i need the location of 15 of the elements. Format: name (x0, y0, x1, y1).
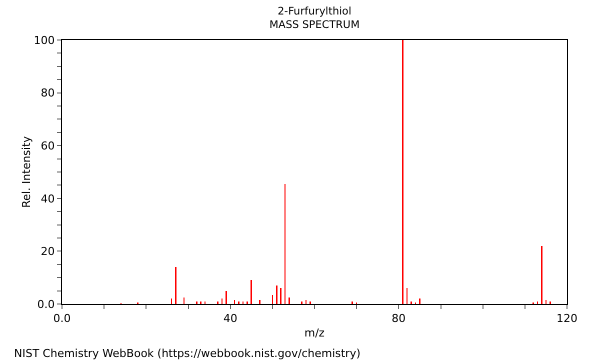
x-axis-title: m/z (304, 326, 325, 340)
y-tick-label: 40 (40, 192, 55, 206)
chart-title: 2-Furfurylthiol (278, 5, 352, 18)
y-tick-label: 20 (40, 245, 55, 258)
x-tick-label: 40 (223, 312, 238, 326)
x-tick-label: 80 (392, 312, 406, 326)
y-tick-label: 80 (40, 86, 55, 100)
text: NIST Chemistry WebBook (https://webbook.nist.gov/chemistry) (14, 347, 360, 360)
y-axis-title: Rel. Intensity (20, 136, 33, 208)
chart-subtitle: MASS SPECTRUM (269, 19, 360, 32)
y-tick-label: 100 (34, 34, 55, 47)
x-tick-label: 0.0 (53, 312, 71, 326)
x-tick-label: 120 (556, 312, 578, 326)
y-tick-label: 60 (40, 139, 55, 152)
y-tick-label: 0.0 (37, 298, 55, 311)
